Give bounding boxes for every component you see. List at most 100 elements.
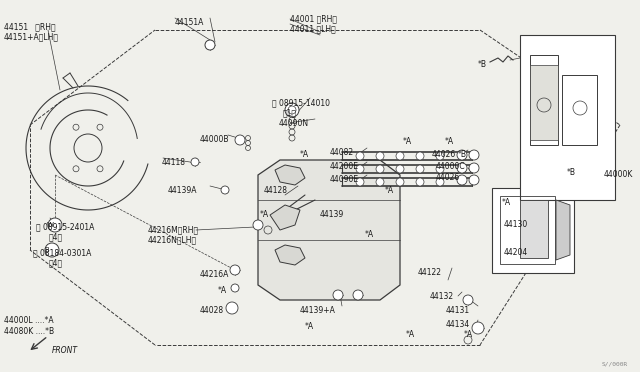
Text: 44000B: 44000B bbox=[200, 135, 230, 144]
Text: 44151   〈RH〉: 44151 〈RH〉 bbox=[4, 22, 56, 31]
Circle shape bbox=[416, 178, 424, 186]
Text: 44204: 44204 bbox=[504, 248, 528, 257]
Text: *A: *A bbox=[300, 150, 309, 159]
Text: *B: *B bbox=[567, 168, 576, 177]
Circle shape bbox=[469, 163, 479, 173]
Text: 44139A: 44139A bbox=[168, 186, 198, 195]
Text: ⓗ 08915-14010: ⓗ 08915-14010 bbox=[272, 98, 330, 107]
Text: *A: *A bbox=[365, 230, 374, 239]
Polygon shape bbox=[556, 200, 570, 260]
Text: 44139: 44139 bbox=[320, 210, 344, 219]
Bar bbox=[500, 196, 555, 264]
Circle shape bbox=[472, 322, 484, 334]
Bar bbox=[530, 55, 558, 145]
Text: 44200E: 44200E bbox=[330, 162, 359, 171]
Text: 44216N〈LH〉: 44216N〈LH〉 bbox=[148, 235, 197, 244]
Circle shape bbox=[356, 152, 364, 160]
Text: *A: *A bbox=[464, 330, 473, 339]
Text: *A: *A bbox=[406, 330, 415, 339]
Text: 1、: 1、 bbox=[283, 108, 297, 117]
Text: 44118: 44118 bbox=[162, 158, 186, 167]
Circle shape bbox=[356, 178, 364, 186]
Text: B: B bbox=[45, 247, 49, 253]
Text: *B: *B bbox=[458, 150, 467, 159]
Text: 44080K ....*B: 44080K ....*B bbox=[4, 327, 54, 336]
Text: 44132: 44132 bbox=[430, 292, 454, 301]
Text: *A: *A bbox=[403, 137, 412, 146]
Text: FRONT: FRONT bbox=[52, 346, 78, 355]
Circle shape bbox=[205, 40, 215, 50]
Circle shape bbox=[396, 178, 404, 186]
Text: 4、: 4、 bbox=[49, 258, 63, 267]
Circle shape bbox=[457, 163, 467, 173]
Text: Ⓑ 08184-0301A: Ⓑ 08184-0301A bbox=[33, 248, 92, 257]
Circle shape bbox=[376, 178, 384, 186]
Circle shape bbox=[457, 150, 467, 160]
Text: 4、: 4、 bbox=[49, 232, 63, 241]
Text: 44128: 44128 bbox=[264, 186, 288, 195]
Text: 44151A: 44151A bbox=[175, 18, 204, 27]
Text: 44000K: 44000K bbox=[604, 170, 634, 179]
Text: 44090N: 44090N bbox=[279, 119, 309, 128]
Bar bbox=[520, 35, 615, 200]
Text: 44001 〈RH〩: 44001 〈RH〩 bbox=[290, 14, 337, 23]
Circle shape bbox=[253, 220, 263, 230]
Circle shape bbox=[356, 165, 364, 173]
Circle shape bbox=[231, 284, 239, 292]
Text: ⓗ 08915-2401A: ⓗ 08915-2401A bbox=[36, 222, 94, 231]
Circle shape bbox=[469, 175, 479, 185]
Polygon shape bbox=[258, 160, 400, 300]
Polygon shape bbox=[275, 165, 305, 185]
Text: S//000R: S//000R bbox=[602, 361, 628, 366]
Text: 44130: 44130 bbox=[504, 220, 528, 229]
Circle shape bbox=[45, 243, 59, 257]
Text: 44000L ....*A: 44000L ....*A bbox=[4, 316, 54, 325]
Circle shape bbox=[226, 302, 238, 314]
Circle shape bbox=[376, 152, 384, 160]
Text: 44026: 44026 bbox=[432, 150, 456, 159]
Circle shape bbox=[191, 158, 199, 166]
Circle shape bbox=[230, 265, 240, 275]
Circle shape bbox=[396, 165, 404, 173]
Circle shape bbox=[469, 150, 479, 160]
Text: *B: *B bbox=[478, 60, 487, 69]
Circle shape bbox=[285, 103, 299, 117]
Text: 44028: 44028 bbox=[200, 306, 224, 315]
Circle shape bbox=[48, 218, 62, 232]
Circle shape bbox=[396, 152, 404, 160]
Polygon shape bbox=[275, 245, 305, 265]
Text: 44139+A: 44139+A bbox=[300, 306, 336, 315]
Circle shape bbox=[463, 295, 473, 305]
Circle shape bbox=[436, 165, 444, 173]
Text: 44082: 44082 bbox=[330, 148, 354, 157]
Text: 44026: 44026 bbox=[436, 173, 460, 182]
Text: *A: *A bbox=[218, 286, 227, 295]
Text: W: W bbox=[47, 222, 53, 228]
Text: 44151+A〈LH〉: 44151+A〈LH〉 bbox=[4, 32, 59, 41]
Text: 44000C: 44000C bbox=[436, 162, 466, 171]
Circle shape bbox=[436, 178, 444, 186]
Circle shape bbox=[235, 135, 245, 145]
Circle shape bbox=[353, 290, 363, 300]
Text: 44134: 44134 bbox=[446, 320, 470, 329]
Circle shape bbox=[221, 186, 229, 194]
Text: *A: *A bbox=[260, 210, 269, 219]
Text: 44216A: 44216A bbox=[200, 270, 229, 279]
Text: *A: *A bbox=[502, 198, 511, 207]
Circle shape bbox=[436, 152, 444, 160]
Circle shape bbox=[376, 165, 384, 173]
Text: 44011 〈LH〉: 44011 〈LH〉 bbox=[290, 24, 336, 33]
Bar bbox=[492, 188, 574, 273]
Text: 44131: 44131 bbox=[446, 306, 470, 315]
Bar bbox=[530, 65, 558, 140]
Text: *A: *A bbox=[305, 322, 314, 331]
Bar bbox=[562, 75, 597, 145]
Bar bbox=[520, 200, 548, 258]
Text: 44122: 44122 bbox=[418, 268, 442, 277]
Circle shape bbox=[416, 165, 424, 173]
Text: 44216M〈RH〉: 44216M〈RH〉 bbox=[148, 225, 199, 234]
Circle shape bbox=[333, 290, 343, 300]
Text: *A: *A bbox=[445, 137, 454, 146]
Text: 44090E: 44090E bbox=[330, 175, 359, 184]
Circle shape bbox=[457, 175, 467, 185]
